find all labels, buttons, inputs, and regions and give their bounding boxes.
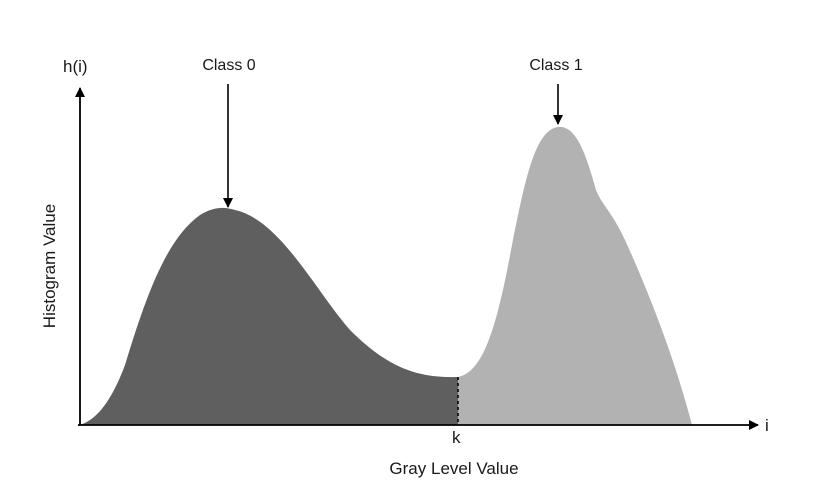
class1-label: Class 1	[529, 57, 582, 74]
y-axis-label: Histogram Value	[40, 204, 59, 328]
class1-region	[458, 126, 692, 425]
class0-region	[80, 207, 458, 425]
x-axis-label: Gray Level Value	[389, 459, 518, 478]
y-axis-symbol: h(i)	[63, 57, 88, 76]
class0-label: Class 0	[202, 57, 255, 74]
threshold-label: k	[452, 428, 461, 447]
x-axis-symbol: i	[765, 416, 769, 435]
